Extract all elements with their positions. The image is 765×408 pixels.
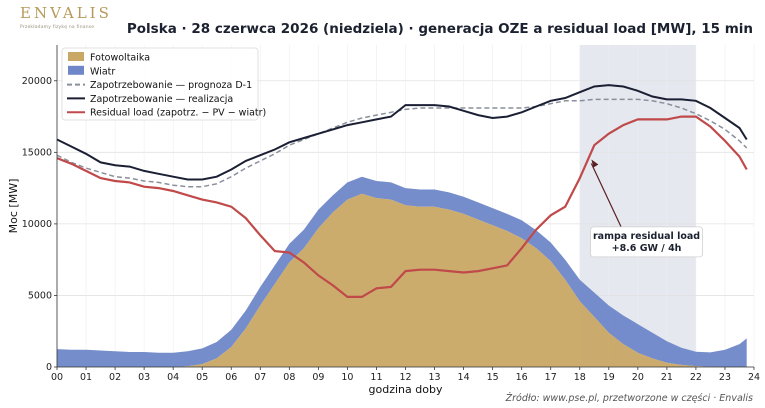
- wind-area: [57, 176, 747, 367]
- x-tick-label: 22: [690, 372, 702, 383]
- x-tick-label: 05: [196, 372, 208, 383]
- x-tick-label: 21: [661, 372, 673, 383]
- x-tick-label: 24: [748, 372, 760, 383]
- brand-logo: ENVALIS Przekładamy fizykę na finanse: [20, 4, 112, 30]
- actual-demand-line: [56, 84, 748, 181]
- x-tick-label: 15: [487, 372, 499, 383]
- legend-swatch: [68, 65, 84, 75]
- y-tick-label: 5000: [28, 290, 52, 301]
- brand-tagline: Przekładamy fizykę na finanse: [20, 25, 95, 30]
- x-tick-label: 03: [138, 372, 150, 383]
- x-tick-label: 23: [719, 372, 731, 383]
- source-note: Źródło: www.pse.pl, przetworzone w częśc…: [505, 393, 753, 404]
- y-tick-label: 10000: [22, 219, 52, 230]
- legend-label: Residual load (zapotrz. − PV − wiatr): [90, 108, 266, 119]
- y-tick-label: 15000: [22, 147, 52, 158]
- x-tick-label: 06: [225, 372, 237, 383]
- x-tick-label: 12: [399, 372, 411, 383]
- legend-label: Zapotrzebowanie — realizacja: [90, 94, 233, 105]
- x-axis-label: godzina doby: [369, 383, 443, 396]
- annotation-label: rampa residual load: [593, 231, 700, 242]
- x-tick-label: 14: [458, 372, 470, 383]
- residual-load-line: [56, 115, 748, 298]
- legend-label: Wiatr: [90, 66, 115, 77]
- x-tick-label: 19: [603, 372, 615, 383]
- legend-box: [61, 47, 259, 121]
- x-tick-label: 13: [428, 372, 440, 383]
- legend: Fotowoltaika Wiatr Zapotrzebowanie — progn…: [61, 47, 266, 121]
- legend-label: Fotowoltaika: [90, 53, 150, 64]
- pv-area: [57, 193, 747, 367]
- y-tick-label: 20000: [22, 76, 52, 87]
- x-tick-label: 01: [80, 372, 92, 383]
- y-tick-label: 0: [46, 362, 52, 373]
- annotation-box: [590, 226, 703, 258]
- legend-swatch: [68, 52, 84, 61]
- annotation-value: +8.6 GW / 4h: [612, 243, 682, 254]
- forecast-line: [56, 98, 748, 188]
- legend-label: Zapotrzebowanie — prognoza D-1: [90, 80, 252, 91]
- x-tick-label: 09: [312, 372, 324, 383]
- x-tick-label: 18: [574, 372, 586, 383]
- x-tick-label: 00: [51, 372, 63, 383]
- x-tick-label: 10: [341, 372, 353, 383]
- x-tick-label: 07: [254, 372, 266, 383]
- brand-name: ENVALIS: [20, 4, 112, 22]
- x-tick-label: 04: [167, 372, 179, 383]
- x-tick-label: 02: [109, 372, 121, 383]
- x-tick-label: 08: [283, 372, 295, 383]
- x-tick-label: 16: [516, 372, 528, 383]
- x-tick-label: 20: [632, 372, 644, 383]
- chart-title: Polska · 28 czerwca 2026 (niedziela) · g…: [126, 21, 753, 37]
- y-axis-label: Moc [MW]: [7, 179, 20, 234]
- x-tick-label: 17: [545, 372, 557, 383]
- annotation-arrow: [590, 163, 623, 229]
- x-tick-label: 11: [370, 372, 382, 383]
- annotation-arrowhead: [591, 159, 599, 168]
